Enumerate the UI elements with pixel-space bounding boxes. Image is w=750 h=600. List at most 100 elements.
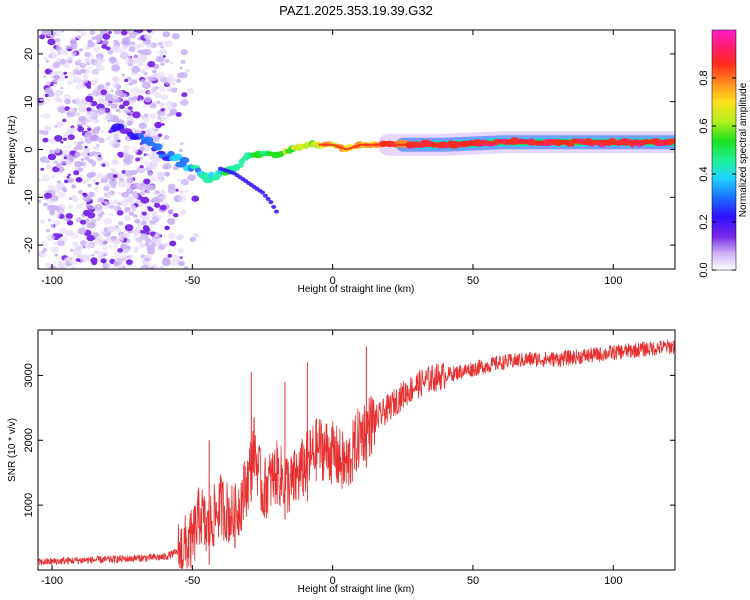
noise-blob [108,244,113,248]
noise-blob [147,248,155,255]
noise-blob [173,246,177,250]
noise-blob [98,154,102,158]
noise-blob [176,78,182,83]
noise-blob [113,261,120,267]
noise-blob [42,248,48,252]
noise-blob [96,120,100,123]
ridge-blob [173,153,183,160]
noise-blob [52,260,57,264]
noise-blob [143,48,152,56]
noise-blob [84,156,90,161]
ridge-blob [152,143,163,151]
noise-blob [67,204,74,209]
noise-blob [166,86,172,91]
noise-blob [149,103,157,109]
noise-blob [131,41,136,45]
noise-blob [163,135,170,140]
spectrogram-ytick-label: 10 [23,96,35,108]
snr-ytick-label: 1000 [23,493,35,517]
noise-blob [122,39,131,47]
noise-blob [75,177,83,183]
noise-blob [162,144,166,147]
noise-blob [70,50,78,57]
noise-blob [92,118,99,124]
noise-blob [128,32,137,39]
noise-blob [176,178,182,182]
noise-blob [107,102,113,107]
noise-blob [84,179,89,184]
noise-blob [147,43,151,47]
colorbar-gradient [712,30,736,270]
noise-blob [53,160,59,164]
noise-blob [48,198,53,203]
noise-blob [110,46,118,53]
spectrogram-ytick-label: -10 [23,189,35,205]
noise-blob [140,190,146,196]
noise-blob [187,174,196,181]
noise-blob [69,257,73,260]
noise-blob [85,119,91,124]
noise-blob [131,197,139,203]
noise-blob [167,213,172,217]
noise-blob [161,123,165,126]
noise-blob [49,31,57,37]
noise-blob [48,65,55,71]
noise-blob [179,99,189,107]
noise-blob [48,265,58,269]
noise-blob [43,56,48,60]
noise-blob [121,73,125,77]
noise-blob [140,114,147,120]
noise-blob [144,148,150,152]
noise-blob [91,232,99,238]
noise-blob [57,238,63,243]
noise-blob [76,58,83,63]
noise-blob [56,257,60,261]
noise-blob [139,99,143,102]
noise-blob [78,115,87,123]
noise-blob [121,191,129,198]
noise-blob [159,55,163,58]
noise-blob [159,204,167,211]
noise-blob [120,49,127,55]
noise-blob [87,127,92,131]
noise-blob [115,227,122,232]
noise-blob [169,61,174,65]
colorbar-tick-label: 0.6 [698,118,710,133]
noise-blob [63,156,67,160]
noise-blob [84,145,88,149]
noise-blob [162,164,169,170]
noise-blob [70,40,78,47]
noise-blob [138,122,147,129]
noise-blob [40,167,45,171]
noise-blob [120,243,128,250]
noise-blob [75,258,81,262]
noise-blob [119,41,123,45]
spectrogram-ytick-label: 20 [23,48,35,60]
noise-blob [157,116,162,120]
noise-blob [63,71,67,75]
noise-blob [73,146,79,151]
noise-blob [98,51,103,54]
noise-blob [160,224,163,227]
noise-blob [45,59,49,63]
noise-blob [43,202,48,207]
noise-blob [70,37,76,42]
noise-blob [137,59,145,67]
noise-blob [89,102,93,106]
noise-blob [167,106,173,111]
noise-blob [77,227,87,235]
noise-blob [97,107,106,115]
noise-blob [155,215,163,220]
spectrogram-ylabel: Frequency (Hz) [7,116,18,185]
noise-blob [79,68,86,74]
noise-blob [142,103,148,108]
branch-blob [268,200,274,205]
noise-blob [45,228,51,233]
noise-blob [123,44,128,48]
noise-blob [62,118,67,123]
noise-blob [162,201,168,206]
spectrogram-xtick-label: 50 [467,275,479,287]
noise-blob [128,30,133,34]
noise-blob [80,158,85,161]
noise-blob [58,227,68,235]
